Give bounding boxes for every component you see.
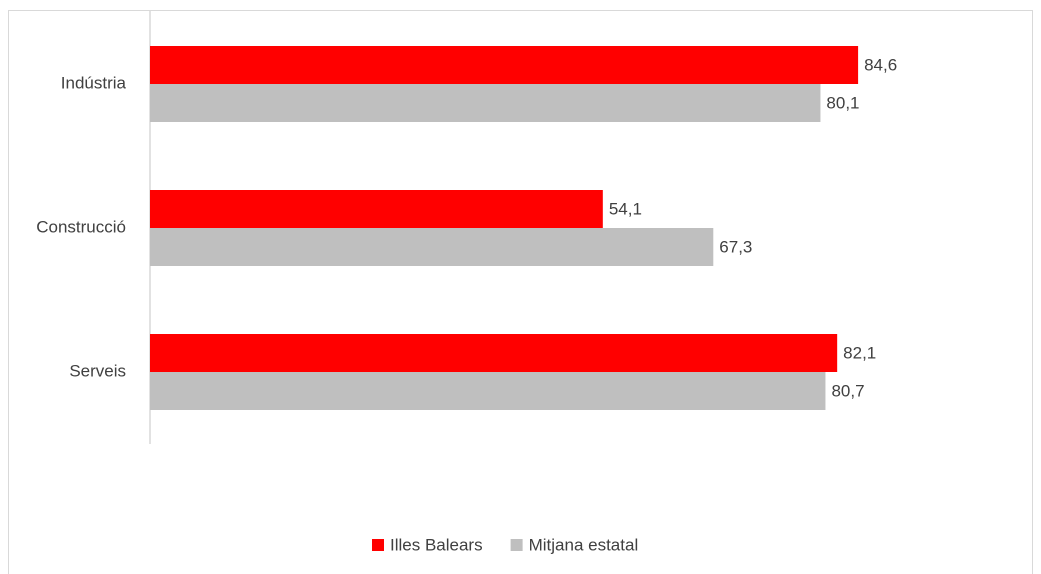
bar <box>150 228 714 266</box>
legend-label: Mitjana estatal <box>529 535 639 554</box>
data-label: 82,1 <box>843 343 876 362</box>
legend-label: Illes Balears <box>390 535 483 554</box>
data-label: 54,1 <box>609 199 642 218</box>
data-label: 80,1 <box>826 93 859 112</box>
legend-swatch <box>372 539 384 551</box>
bar <box>150 84 821 122</box>
data-label: 80,7 <box>831 381 864 400</box>
legend-swatch <box>510 539 523 551</box>
data-label: 84,6 <box>864 55 897 74</box>
bar <box>150 334 838 372</box>
bar <box>150 372 826 410</box>
data-label: 67,3 <box>719 237 752 256</box>
y-tick-label: Indústria <box>61 73 127 92</box>
y-tick-label: Serveis <box>69 361 126 380</box>
chart-frame <box>8 10 1033 574</box>
bar <box>150 190 603 228</box>
bar <box>150 46 859 84</box>
y-tick-label: Construcció <box>36 217 126 236</box>
